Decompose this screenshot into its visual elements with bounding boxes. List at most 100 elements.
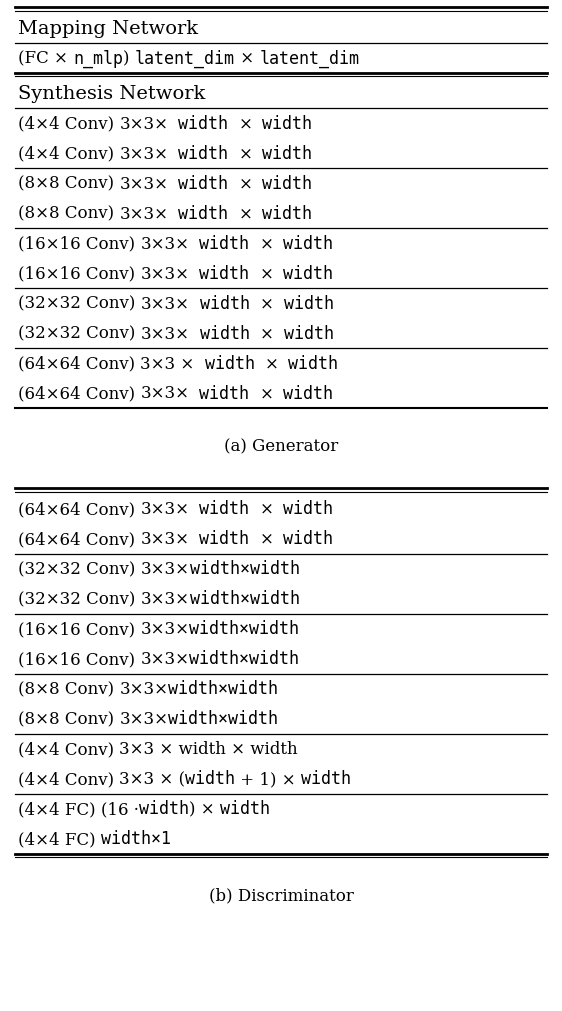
Text: 3×3×: 3×3× bbox=[140, 295, 189, 312]
Text: width: width bbox=[189, 530, 260, 548]
Text: (4×4 FC): (4×4 FC) bbox=[18, 830, 101, 847]
Text: width×: width× bbox=[189, 650, 250, 668]
Text: latent_dim: latent_dim bbox=[135, 50, 235, 68]
Text: Mapping Network: Mapping Network bbox=[18, 19, 198, 37]
Text: width: width bbox=[139, 800, 189, 818]
Text: width: width bbox=[189, 265, 260, 283]
Text: n_mlp: n_mlp bbox=[73, 50, 123, 68]
Text: (4×4 Conv): (4×4 Conv) bbox=[18, 770, 119, 788]
Text: (32×32 Conv): (32×32 Conv) bbox=[18, 590, 140, 608]
Text: (FC ×: (FC × bbox=[18, 50, 73, 67]
Text: (32×32 Conv): (32×32 Conv) bbox=[18, 560, 140, 577]
Text: width: width bbox=[169, 175, 238, 193]
Text: width: width bbox=[250, 620, 300, 638]
Text: ) ×: ) × bbox=[189, 801, 220, 817]
Text: ×: × bbox=[265, 355, 279, 372]
Text: width: width bbox=[301, 769, 351, 788]
Text: width: width bbox=[273, 235, 333, 253]
Text: width: width bbox=[252, 205, 312, 222]
Text: (16×16 Conv): (16×16 Conv) bbox=[18, 650, 140, 667]
Text: width×: width× bbox=[169, 679, 228, 698]
Text: (a) Generator: (a) Generator bbox=[224, 438, 338, 455]
Text: width: width bbox=[252, 175, 312, 193]
Text: 3×3×: 3×3× bbox=[140, 236, 189, 253]
Text: ×: × bbox=[238, 175, 252, 192]
Text: ×: × bbox=[260, 326, 274, 342]
Text: width: width bbox=[250, 560, 300, 578]
Text: ×: × bbox=[260, 265, 273, 282]
Text: ×: × bbox=[238, 115, 252, 132]
Text: ×: × bbox=[260, 531, 273, 548]
Text: width: width bbox=[189, 235, 260, 253]
Text: width: width bbox=[274, 325, 333, 343]
Text: width: width bbox=[185, 769, 235, 788]
Text: 3×3×: 3×3× bbox=[119, 680, 169, 698]
Text: (64×64 Conv): (64×64 Conv) bbox=[18, 500, 140, 518]
Text: width: width bbox=[273, 384, 333, 402]
Text: (16×16 Conv): (16×16 Conv) bbox=[18, 265, 140, 282]
Text: width: width bbox=[169, 205, 238, 222]
Text: 3×3×: 3×3× bbox=[119, 175, 169, 192]
Text: (64×64 Conv): (64×64 Conv) bbox=[18, 385, 140, 402]
Text: width: width bbox=[189, 500, 260, 518]
Text: 3×3×: 3×3× bbox=[140, 621, 189, 637]
Text: width: width bbox=[220, 800, 270, 818]
Text: 3×3×: 3×3× bbox=[140, 560, 189, 577]
Text: (b) Discriminator: (b) Discriminator bbox=[209, 887, 353, 904]
Text: width: width bbox=[228, 710, 278, 728]
Text: ×: × bbox=[238, 146, 252, 163]
Text: (8×8 Conv): (8×8 Conv) bbox=[18, 175, 119, 192]
Text: ×: × bbox=[260, 236, 273, 253]
Text: 3×3×: 3×3× bbox=[140, 500, 189, 518]
Text: width: width bbox=[273, 500, 333, 518]
Text: width: width bbox=[252, 115, 312, 132]
Text: width: width bbox=[228, 679, 278, 698]
Text: 3×3×: 3×3× bbox=[119, 205, 169, 222]
Text: width×: width× bbox=[189, 589, 250, 608]
Text: 3×3 × (: 3×3 × ( bbox=[119, 770, 185, 788]
Text: (8×8 Conv): (8×8 Conv) bbox=[18, 680, 119, 698]
Text: (8×8 Conv): (8×8 Conv) bbox=[18, 711, 119, 727]
Text: (4×4 Conv): (4×4 Conv) bbox=[18, 740, 119, 757]
Text: 3×3 ×: 3×3 × bbox=[140, 355, 194, 372]
Text: 3×3×: 3×3× bbox=[119, 711, 169, 727]
Text: Synthesis Network: Synthesis Network bbox=[18, 85, 205, 103]
Text: width: width bbox=[279, 355, 338, 373]
Text: width: width bbox=[194, 355, 265, 373]
Text: width×: width× bbox=[169, 710, 228, 728]
Text: 3×3×: 3×3× bbox=[119, 146, 169, 163]
Text: (8×8 Conv): (8×8 Conv) bbox=[18, 205, 119, 222]
Text: (32×32 Conv): (32×32 Conv) bbox=[18, 295, 140, 312]
Text: + 1) ×: + 1) × bbox=[235, 770, 301, 788]
Text: 3×3 × width × width: 3×3 × width × width bbox=[119, 740, 298, 757]
Text: ×: × bbox=[238, 205, 252, 222]
Text: width: width bbox=[169, 145, 238, 163]
Text: ): ) bbox=[123, 50, 135, 67]
Text: width: width bbox=[189, 295, 260, 312]
Text: ×: × bbox=[235, 50, 259, 67]
Text: ×: × bbox=[260, 295, 274, 312]
Text: 3×3×: 3×3× bbox=[140, 326, 189, 342]
Text: 3×3×: 3×3× bbox=[140, 650, 189, 667]
Text: (4×4 Conv): (4×4 Conv) bbox=[18, 115, 119, 132]
Text: width: width bbox=[189, 384, 260, 402]
Text: 3×3×: 3×3× bbox=[119, 115, 169, 132]
Text: width: width bbox=[250, 650, 300, 668]
Text: ×: × bbox=[260, 385, 273, 402]
Text: 3×3×: 3×3× bbox=[140, 531, 189, 548]
Text: width×: width× bbox=[189, 620, 250, 638]
Text: width: width bbox=[169, 115, 238, 132]
Text: width: width bbox=[273, 265, 333, 283]
Text: 3×3×: 3×3× bbox=[140, 590, 189, 608]
Text: (64×64 Conv): (64×64 Conv) bbox=[18, 531, 140, 548]
Text: (4×4 Conv): (4×4 Conv) bbox=[18, 146, 119, 163]
Text: width: width bbox=[189, 325, 260, 343]
Text: (4×4 FC) (16 ·: (4×4 FC) (16 · bbox=[18, 801, 139, 817]
Text: width: width bbox=[252, 145, 312, 163]
Text: (16×16 Conv): (16×16 Conv) bbox=[18, 621, 140, 637]
Text: ×: × bbox=[260, 500, 273, 518]
Text: (16×16 Conv): (16×16 Conv) bbox=[18, 236, 140, 253]
Text: width: width bbox=[273, 530, 333, 548]
Text: width×1: width×1 bbox=[101, 830, 171, 847]
Text: width×: width× bbox=[189, 560, 250, 578]
